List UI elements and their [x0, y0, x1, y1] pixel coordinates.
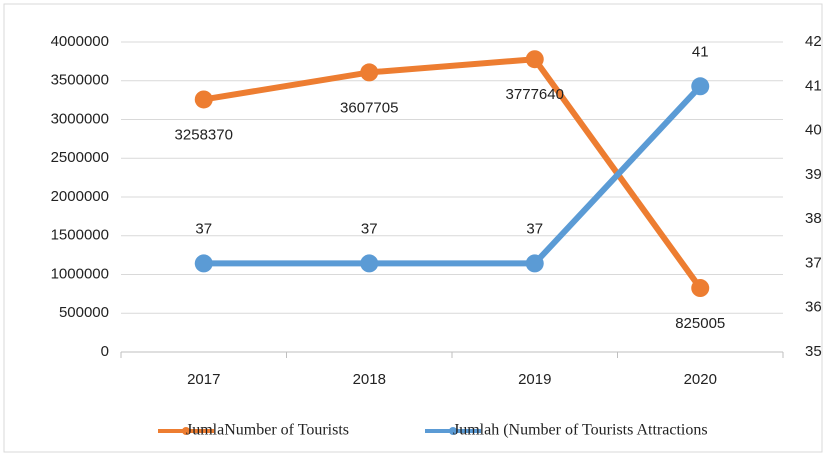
y-tick-label: 0 [101, 343, 109, 360]
x-tick-label: 2020 [684, 371, 717, 388]
y-tick-label: 2500000 [51, 149, 109, 166]
data-label: 3607705 [340, 99, 398, 116]
legend-text: Jumlah (Number of Tourists Attractions [453, 422, 708, 439]
chart-border [3, 3, 823, 453]
y-tick-label: 3500000 [51, 72, 109, 89]
point [360, 254, 379, 273]
data-label: 3258370 [175, 126, 233, 143]
point [194, 90, 213, 109]
y2-tick-label: 42 [805, 33, 822, 50]
series-line [203, 84, 703, 267]
legend-text: JumlaNumber of Tourists [186, 422, 349, 439]
point [691, 77, 710, 96]
data-label: 37 [195, 220, 212, 237]
x-tick-label: 2017 [187, 371, 220, 388]
point [525, 254, 544, 273]
y-tick-label: 1500000 [51, 227, 109, 244]
point [525, 50, 544, 69]
x-tick-label: 2018 [353, 371, 386, 388]
point [194, 254, 213, 273]
point [360, 63, 379, 82]
y2-tick-label: 35 [805, 343, 822, 360]
data-label: 37 [526, 220, 543, 237]
legend-marker [449, 427, 457, 435]
data-label: 825005 [675, 315, 725, 332]
y2-tick-label: 41 [805, 77, 822, 94]
data-label: 3777640 [506, 86, 564, 103]
y-tick-label: 500000 [59, 304, 109, 321]
point [691, 279, 710, 298]
y-tick-label: 4000000 [51, 33, 109, 50]
y2-tick-label: 40 [805, 122, 822, 139]
y2-tick-label: 37 [805, 254, 822, 271]
data-label: 41 [692, 43, 709, 60]
y2-tick-label: 39 [805, 166, 822, 183]
y-tick-label: 1000000 [51, 265, 109, 282]
legend-marker [182, 427, 190, 435]
y2-tick-label: 36 [805, 299, 822, 316]
data-label: 37 [361, 220, 378, 237]
y-tick-label: 3000000 [51, 110, 109, 127]
x-tick-label: 2019 [518, 371, 551, 388]
y2-tick-label: 38 [805, 210, 822, 227]
y-tick-label: 2000000 [51, 188, 109, 205]
